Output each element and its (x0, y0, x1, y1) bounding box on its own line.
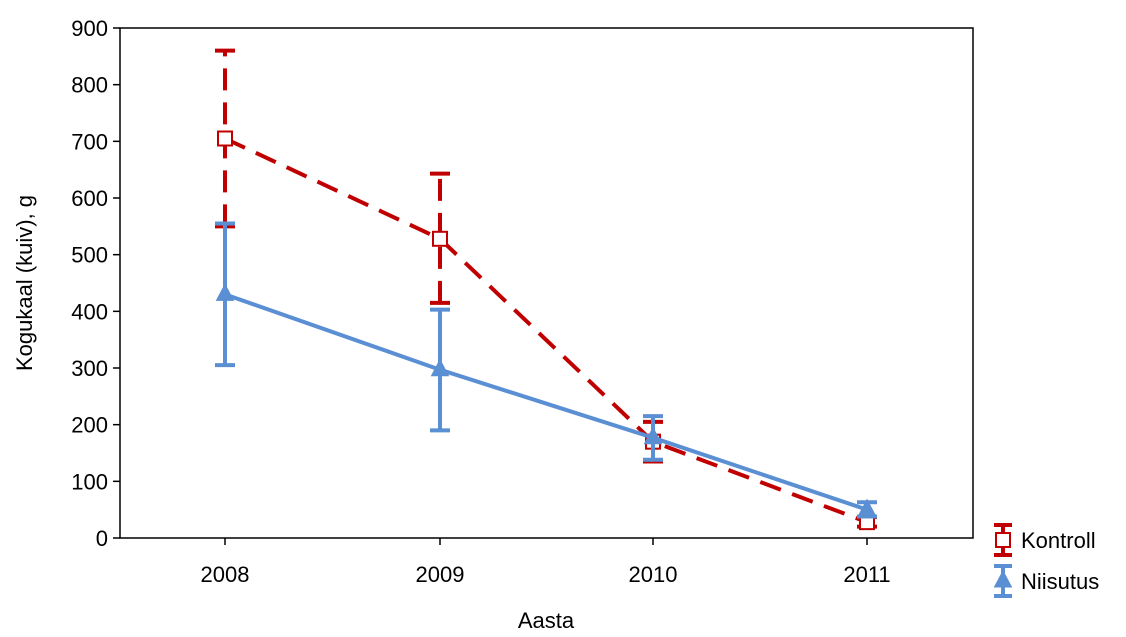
data-point (432, 230, 448, 247)
x-tick-label: 2010 (629, 562, 678, 587)
y-tick-label: 200 (71, 413, 108, 438)
legend-label: Kontroll (1021, 528, 1096, 553)
y-tick-label: 600 (71, 186, 108, 211)
y-axis-ticks: 0 100 200 300 400 500 600 700 800 900 (71, 16, 120, 551)
y-tick-label: 800 (71, 73, 108, 98)
series-niisutus (215, 221, 877, 519)
data-point (995, 532, 1011, 548)
y-tick-label: 500 (71, 243, 108, 268)
data-point (430, 358, 450, 377)
y-tick-label: 700 (71, 129, 108, 154)
y-tick-label: 400 (71, 299, 108, 324)
y-tick-label: 100 (71, 469, 108, 494)
x-axis-title: Aasta (518, 608, 575, 633)
plot-frame (119, 27, 974, 539)
y-tick-label: 0 (96, 526, 108, 551)
data-point (857, 498, 877, 517)
series-layer (215, 48, 877, 531)
y-tick-label: 300 (71, 356, 108, 381)
data-point (215, 283, 235, 301)
y-axis-title: Kogukaal (kuiv), g (12, 195, 37, 371)
data-point (993, 569, 1013, 588)
legend-item-kontroll: Kontroll (994, 523, 1096, 557)
legend-label: Niisutus (1021, 569, 1099, 594)
series-kontroll (215, 48, 877, 531)
x-tick-label: 2011 (843, 562, 890, 587)
y-tick-label: 900 (71, 16, 108, 41)
x-axis-ticks: 2008 2009 2010 2011 (201, 538, 891, 587)
x-tick-label: 2008 (201, 562, 250, 587)
data-point (217, 130, 233, 147)
x-tick-label: 2009 (416, 562, 465, 587)
series-line (224, 292, 868, 512)
data-point (643, 426, 663, 445)
legend: Kontroll Niisutus (993, 523, 1099, 598)
series-line (224, 136, 868, 525)
legend-item-niisutus: Niisutus (993, 564, 1099, 598)
